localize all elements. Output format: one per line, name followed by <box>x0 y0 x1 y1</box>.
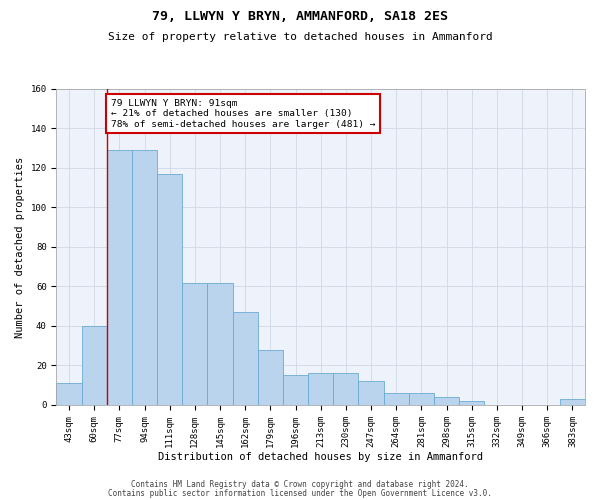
Text: 79, LLWYN Y BRYN, AMMANFORD, SA18 2ES: 79, LLWYN Y BRYN, AMMANFORD, SA18 2ES <box>152 10 448 23</box>
Bar <box>434 397 459 405</box>
Text: 79 LLWYN Y BRYN: 91sqm
← 21% of detached houses are smaller (130)
78% of semi-de: 79 LLWYN Y BRYN: 91sqm ← 21% of detached… <box>110 99 375 128</box>
Bar <box>208 282 233 405</box>
Bar <box>560 399 585 405</box>
Text: Size of property relative to detached houses in Ammanford: Size of property relative to detached ho… <box>107 32 493 42</box>
Bar <box>409 393 434 405</box>
Bar <box>82 326 107 405</box>
Bar <box>258 350 283 405</box>
Bar <box>132 150 157 405</box>
X-axis label: Distribution of detached houses by size in Ammanford: Distribution of detached houses by size … <box>158 452 483 462</box>
Bar <box>358 382 383 405</box>
Text: Contains HM Land Registry data © Crown copyright and database right 2024.: Contains HM Land Registry data © Crown c… <box>131 480 469 489</box>
Y-axis label: Number of detached properties: Number of detached properties <box>15 156 25 338</box>
Bar <box>308 374 333 405</box>
Bar <box>333 374 358 405</box>
Bar <box>459 401 484 405</box>
Bar <box>157 174 182 405</box>
Text: Contains public sector information licensed under the Open Government Licence v3: Contains public sector information licen… <box>108 488 492 498</box>
Bar <box>56 383 82 405</box>
Bar <box>233 312 258 405</box>
Bar <box>182 282 208 405</box>
Bar <box>383 393 409 405</box>
Bar <box>107 150 132 405</box>
Bar <box>283 376 308 405</box>
